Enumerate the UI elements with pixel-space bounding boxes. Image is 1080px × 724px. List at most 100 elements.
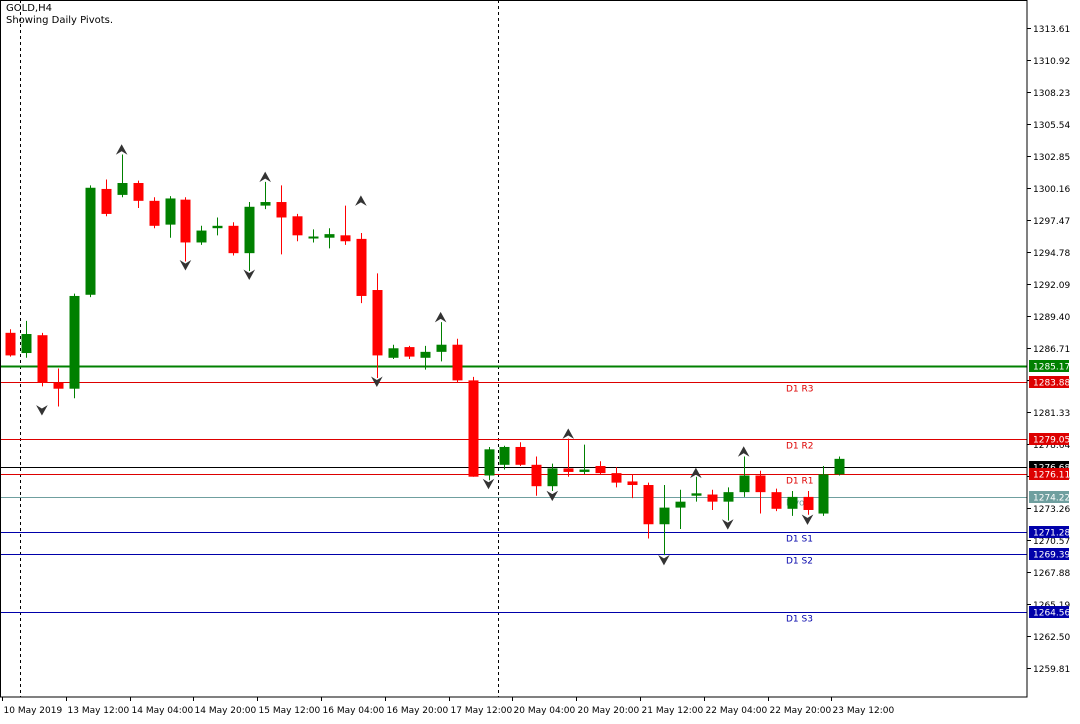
candle (324, 228, 335, 249)
candle-body (515, 446, 526, 465)
level-price-tag-label: 1279.05 (1033, 436, 1070, 446)
level-price-tag-label: 1269.39 (1033, 551, 1070, 561)
y-tick-label: 1294.78 (1033, 249, 1070, 259)
candle-body (260, 202, 271, 206)
y-tick-label: 1273.26 (1033, 505, 1070, 515)
level-price-tag: 1264.56 (1029, 606, 1070, 619)
candle (340, 205, 351, 245)
candle-body (627, 481, 638, 486)
level-price-tag-label: 1271.28 (1033, 529, 1070, 539)
candle (531, 456, 542, 496)
y-tick-label: 1305.54 (1033, 121, 1070, 131)
candle-body (292, 216, 303, 236)
candle-body (388, 348, 399, 358)
candle-body (803, 496, 814, 510)
level-price-tag-label: 1276.11 (1033, 471, 1070, 481)
candle (149, 197, 160, 229)
candle-body (149, 200, 160, 226)
candle (292, 213, 303, 242)
level-price-tag-bg (1029, 376, 1069, 388)
candle (468, 376, 479, 477)
candle (515, 442, 526, 466)
level-tag-label: D1 R1 (786, 477, 814, 487)
candle-body (180, 199, 191, 243)
y-tick-label: 1297.47 (1033, 217, 1070, 227)
x-tick-label: 13 May 12:00 (68, 706, 130, 716)
x-tick-label: 16 May 20:00 (387, 706, 449, 716)
candle-body (133, 183, 144, 201)
time-axis[interactable]: 10 May 2019 13 May 12:00 14 May 04:00 14 Ma… (2, 697, 895, 716)
level-price-tag-bg (1029, 360, 1069, 372)
level-tag-label: D1 R3 (786, 385, 814, 395)
candle (212, 217, 223, 236)
indicator-status-label: Showing Daily Pivots. (6, 15, 114, 26)
candle-body (308, 236, 319, 239)
candles (5, 154, 845, 556)
fractal-down-arrow-icon (36, 405, 48, 416)
candle-body (165, 198, 176, 225)
candle-body (771, 492, 782, 509)
candle (579, 444, 590, 475)
candle (244, 202, 255, 271)
candle (595, 461, 606, 475)
y-tick-label: 1292.09 (1033, 281, 1070, 291)
fractal-down-arrow-icon (482, 478, 495, 490)
candle (563, 438, 574, 477)
candle (69, 293, 80, 399)
candle-body (53, 382, 64, 389)
level-price-tag-label: 1283.88 (1033, 379, 1070, 389)
candle-body (420, 351, 431, 358)
candle-body (547, 468, 558, 487)
y-tick-label: 1281.33 (1033, 409, 1070, 419)
fractal-down-arrow-icon (371, 376, 383, 387)
candle (452, 338, 463, 383)
level-price-tag: 1285.17 (1029, 360, 1070, 373)
candle-body (356, 238, 367, 296)
candle (484, 446, 495, 481)
level-price-tag-bg (1029, 491, 1069, 503)
price-axis[interactable]: 1313.61 1310.92 1308.23 1305.54 1302.85 1300.… (1027, 25, 1070, 675)
fractal-up-arrow-icon (259, 171, 272, 183)
candle (21, 320, 32, 358)
candle (356, 232, 367, 304)
candle-body (196, 230, 207, 243)
candle-body (691, 493, 702, 496)
y-tick-label: 1286.71 (1033, 345, 1070, 355)
candle (547, 463, 558, 491)
candle (818, 465, 829, 516)
level-price-tag: 1274.22 (1029, 491, 1070, 504)
symbol-timeframe-label: GOLD,H4 (6, 3, 52, 14)
candle (260, 181, 271, 210)
level-price-tag-bg (1029, 548, 1069, 560)
candle-body (739, 475, 750, 493)
candle-body (212, 225, 223, 229)
level-price-tag: 1276.11 (1029, 468, 1070, 481)
candle-body (101, 188, 112, 214)
x-tick-label: 14 May 04:00 (132, 706, 194, 716)
candle (499, 445, 510, 470)
candle (85, 185, 96, 298)
candle-body (85, 187, 96, 295)
plot-area-border (0, 0, 1028, 698)
candle-body (228, 225, 239, 254)
candle (53, 368, 64, 407)
fractal-up-arrow-icon (434, 311, 447, 323)
candle-body (787, 496, 798, 509)
y-tick-label: 1310.92 (1033, 57, 1070, 67)
y-tick-label: 1270.57 (1033, 537, 1070, 547)
candle-body (579, 469, 590, 472)
candle-body (372, 290, 383, 356)
fractal-up-arrow-icon (355, 195, 367, 206)
candle-body (611, 473, 622, 483)
x-tick-label: 16 May 04:00 (323, 706, 385, 716)
candle (643, 482, 654, 539)
candle (404, 345, 415, 359)
candle (675, 489, 686, 530)
level-price-tag-bg (1029, 606, 1069, 618)
level-tag-label: D1 S2 (786, 557, 813, 567)
candle (180, 197, 191, 262)
fractal-up-arrow-icon (115, 144, 128, 155)
candle (165, 196, 176, 238)
